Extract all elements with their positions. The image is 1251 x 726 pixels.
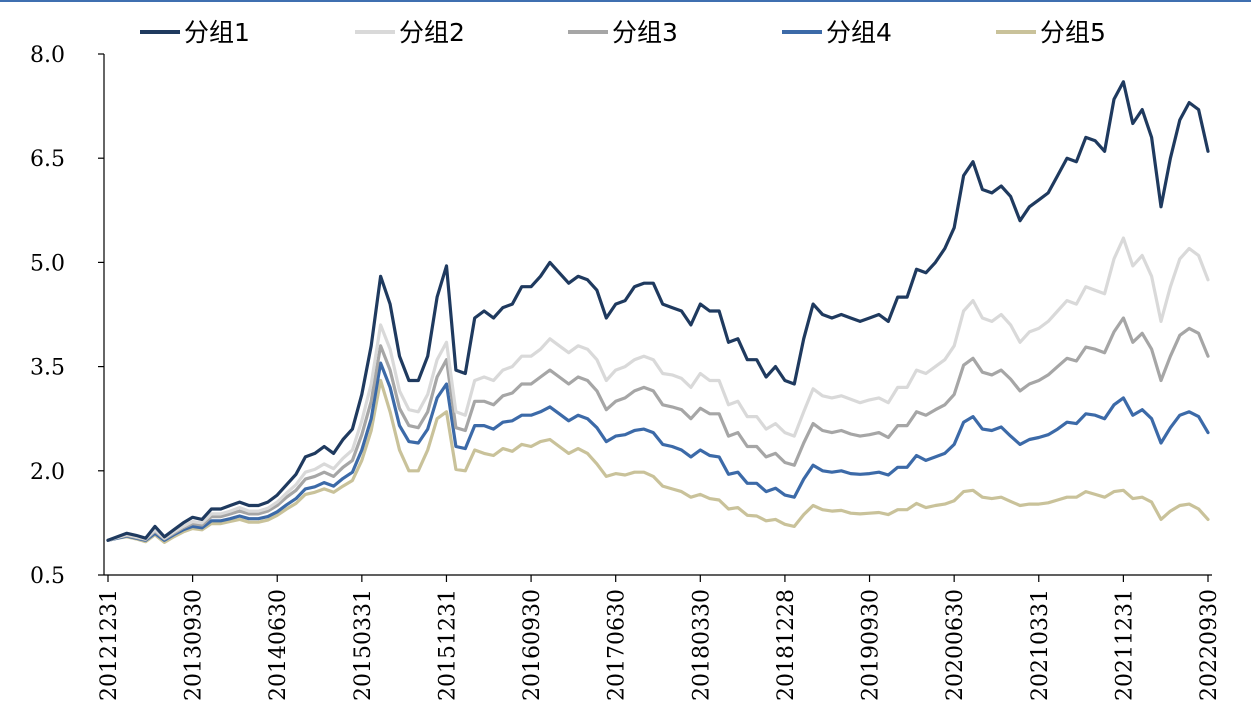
x-tick-label: 20211231: [1112, 589, 1137, 701]
legend-item-5: 分组5: [996, 18, 1106, 47]
y-tick-label: 8.0: [30, 43, 65, 68]
legend-label: 分组2: [399, 18, 465, 47]
x-tick-label: 20140630: [266, 589, 291, 701]
y-tick-label: 6.5: [30, 147, 65, 172]
y-tick-label: 2.0: [30, 460, 65, 485]
y-tick-label: 0.5: [30, 564, 65, 589]
y-tick-label: 5.0: [30, 251, 65, 276]
x-tick-label: 20190930: [859, 589, 884, 701]
legend-label: 分组4: [826, 18, 892, 47]
x-tick-label: 20170630: [605, 589, 630, 701]
x-tick-label: 20220930: [1197, 589, 1222, 701]
legend: 分组1 分组2 分组3 分组4 分组5: [140, 18, 1106, 47]
x-tick-label: 20181228: [774, 589, 799, 701]
legend-item-1: 分组1: [140, 18, 250, 47]
series-line-2: [106, 236, 1210, 542]
series-line-5: [106, 378, 1210, 545]
legend-item-2: 分组2: [355, 18, 465, 47]
x-tick-label: 20200630: [943, 589, 968, 701]
x-tick-label: 20121231: [97, 589, 122, 701]
legend-label: 分组5: [1040, 18, 1106, 47]
x-tick-label: 20160930: [520, 589, 545, 701]
y-tick-label: 3.5: [30, 356, 65, 381]
legend-item-4: 分组4: [782, 18, 892, 47]
legend-item-3: 分组3: [568, 18, 678, 47]
x-tick-label: 20151231: [435, 589, 460, 701]
top-rule: [0, 0, 1251, 2]
series-line-4: [106, 361, 1210, 542]
axes: 8.0 6.5 5.0 3.5 2.0 0.5 20121231 20130930 201406…: [30, 43, 1222, 701]
series-line-1: [106, 80, 1210, 542]
x-tick-label: 20150331: [351, 589, 376, 701]
legend-label: 分组1: [184, 18, 250, 47]
x-tick-label: 20210331: [1028, 589, 1053, 701]
series-lines: [106, 80, 1210, 545]
x-tick-label: 20180330: [689, 589, 714, 701]
legend-label: 分组3: [612, 18, 678, 47]
x-tick-label: 20130930: [182, 589, 207, 701]
series-line-3: [106, 316, 1210, 542]
